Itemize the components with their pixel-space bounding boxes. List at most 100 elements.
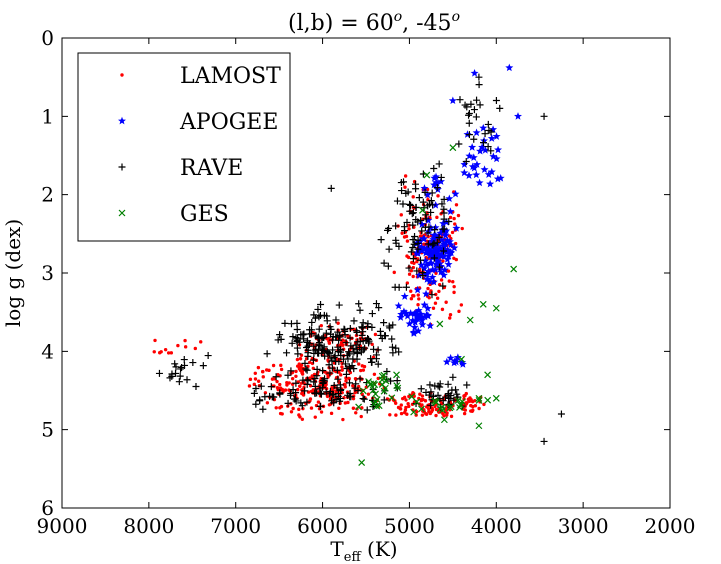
apogee-point — [413, 285, 422, 294]
apogee-point — [441, 228, 450, 236]
rave-point — [334, 328, 342, 336]
ges-point — [418, 405, 425, 413]
rave-point — [378, 335, 386, 343]
lamost-point — [341, 417, 345, 422]
rave-point — [368, 323, 376, 331]
lamost-point — [420, 403, 424, 407]
rave-point — [352, 341, 360, 349]
apogee-point — [419, 234, 428, 243]
lamost-point — [416, 303, 420, 307]
rave-legend-marker — [118, 163, 126, 171]
rave-point — [465, 119, 473, 127]
rave-point — [281, 319, 289, 327]
y-tick-label: 4 — [41, 339, 54, 363]
lamost-point — [290, 376, 295, 381]
apogee-point — [441, 231, 450, 239]
rave-point — [326, 390, 334, 398]
apogee-point — [428, 265, 437, 274]
apogee-point — [465, 171, 473, 179]
rave-point — [411, 233, 419, 241]
rave-point — [323, 348, 331, 356]
lamost-point — [447, 279, 451, 283]
rave-point — [350, 317, 358, 325]
rave-point — [324, 349, 332, 357]
rave-point — [377, 236, 385, 244]
apogee-point — [417, 313, 426, 322]
lamost-point — [404, 398, 408, 402]
lamost-point — [271, 363, 276, 368]
lamost-point — [157, 351, 162, 355]
rave-point — [463, 381, 471, 389]
rave-point — [334, 375, 342, 383]
apogee-point — [424, 216, 433, 224]
lamost-point — [418, 234, 423, 238]
ges-point — [475, 394, 483, 402]
rave-point — [292, 397, 300, 405]
lamost-point — [402, 235, 407, 239]
apogee-point — [489, 125, 498, 133]
rave-point — [405, 264, 413, 272]
rave-point — [435, 233, 443, 241]
rave-point — [480, 139, 488, 147]
rave-point — [450, 396, 458, 404]
rave-point — [356, 375, 364, 383]
lamost-point — [340, 365, 344, 369]
data-points — [152, 63, 565, 466]
lamost-point — [462, 407, 466, 411]
lamost-point — [253, 371, 258, 375]
rave-point — [372, 355, 380, 363]
lamost-point — [360, 364, 364, 368]
rave-point — [473, 96, 481, 104]
apogee-point — [492, 154, 501, 163]
lamost-point — [423, 399, 428, 403]
lamost-point — [279, 363, 283, 368]
rave-point — [289, 386, 297, 394]
rave-point — [309, 356, 317, 364]
rave-point — [314, 305, 322, 313]
lamost-point — [435, 215, 439, 220]
apogee-point — [451, 189, 460, 198]
ges-point — [454, 397, 462, 404]
apogee-point — [446, 240, 455, 249]
rave-point — [431, 226, 439, 234]
lamost-point — [166, 351, 171, 355]
rave-point — [284, 399, 292, 407]
rave-point — [317, 300, 325, 308]
apogee-point — [494, 145, 503, 154]
lamost-point — [449, 414, 454, 419]
lamost-point — [163, 347, 168, 352]
lamost-point — [298, 384, 302, 388]
apogee-point — [469, 153, 478, 162]
rave-point — [155, 369, 163, 377]
rave-point — [492, 97, 500, 105]
rave-point — [365, 339, 373, 347]
lamost-point — [446, 269, 451, 273]
lamost-point — [248, 377, 253, 382]
apogee-point — [433, 179, 442, 188]
rave-point — [380, 319, 388, 327]
apogee-point — [434, 249, 443, 258]
rave-point — [384, 262, 392, 270]
lamost-point — [406, 402, 410, 406]
lamost-point — [152, 350, 156, 354]
rave-point — [311, 382, 319, 390]
apogee-point — [399, 307, 408, 315]
ges-point — [410, 408, 418, 416]
lamost-point — [411, 274, 415, 279]
lamost-point — [193, 346, 198, 351]
rave-point — [395, 283, 403, 291]
rave-point — [364, 320, 372, 328]
lamost-point — [261, 369, 265, 374]
lamost-point — [433, 301, 438, 305]
rave-point — [171, 360, 179, 368]
rave-point — [419, 198, 427, 206]
apogee-point — [421, 248, 430, 257]
rave-point — [430, 239, 438, 247]
ges-point — [436, 320, 444, 328]
lamost-point — [291, 406, 295, 411]
lamost-point — [326, 375, 330, 379]
lamost-point — [295, 357, 300, 362]
apogee-point — [410, 309, 419, 318]
rave-point — [287, 367, 295, 375]
lamost-point — [373, 332, 378, 337]
